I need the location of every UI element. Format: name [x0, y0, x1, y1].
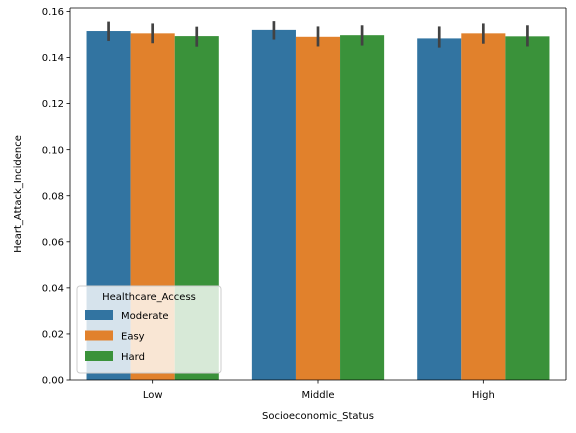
legend-label-hard: Hard [121, 352, 145, 363]
legend-swatch-easy [85, 330, 113, 341]
legend-title: Healthcare_Access [102, 292, 196, 303]
x-axis-label: Socioeconomic_Status [262, 411, 374, 422]
bar-easy-middle [295, 36, 341, 380]
legend-label-moderate: Moderate [121, 311, 169, 322]
bar-hard-middle [340, 35, 385, 381]
bar-moderate-high [417, 38, 462, 380]
x-ticks: Low Middle High [143, 380, 495, 401]
x-tick-label: High [472, 390, 495, 401]
x-tick-label: Middle [301, 390, 334, 401]
legend: Healthcare_Access Moderate Easy Hard [76, 285, 222, 374]
bars-layer [86, 29, 550, 381]
error-bars-layer [107, 21, 529, 48]
y-axis-label: Heart_Attack_Incidence [13, 135, 24, 253]
y-tick-label: 0.00 [42, 376, 64, 387]
legend-items: Moderate Easy Hard [85, 310, 169, 363]
y-ticks: 0.00 0.02 0.04 0.06 0.08 0.10 0.12 0.14 0.16 [42, 7, 70, 387]
y-tick-label: 0.02 [42, 330, 64, 341]
bar-moderate-middle [251, 29, 296, 380]
x-tick-label: Low [143, 390, 163, 401]
y-tick-label: 0.04 [42, 283, 64, 294]
y-tick-label: 0.14 [42, 53, 64, 64]
legend-swatch-moderate [85, 310, 113, 320]
y-tick-label: 0.06 [42, 237, 64, 248]
y-tick-label: 0.10 [42, 145, 64, 156]
y-tick-label: 0.08 [42, 191, 64, 202]
legend-swatch-hard [85, 351, 113, 361]
bar-hard-high [505, 36, 550, 381]
y-tick-label: 0.16 [42, 7, 64, 18]
y-tick-label: 0.12 [42, 99, 64, 110]
legend-label-easy: Easy [121, 332, 145, 343]
bar-easy-high [461, 33, 506, 380]
